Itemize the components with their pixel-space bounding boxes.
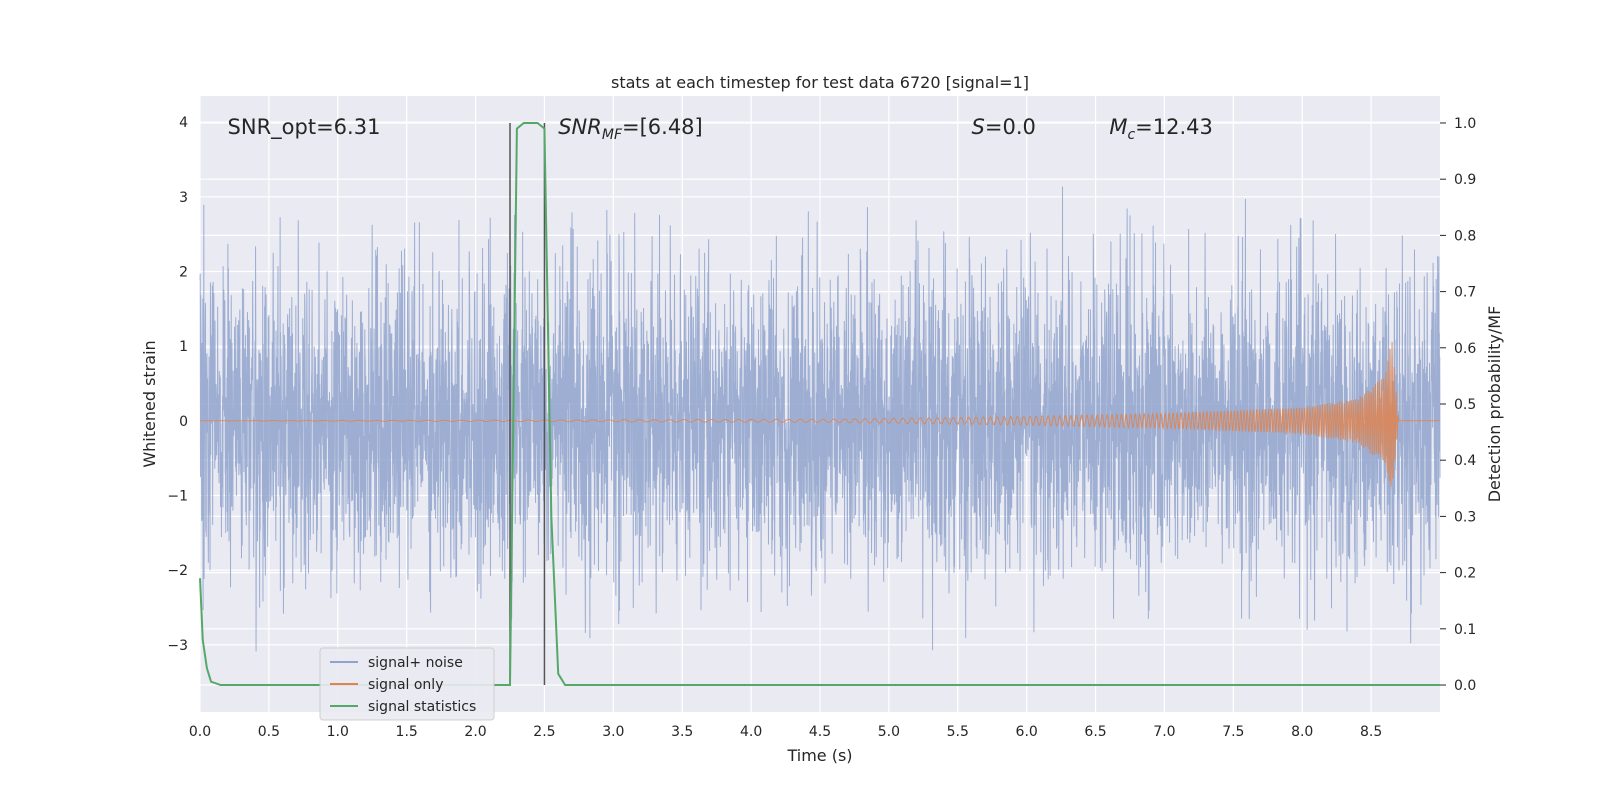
y-tick-label-right-0: 1.0 <box>1454 116 1476 132</box>
x-tick-label-5: 2.5 <box>533 724 555 740</box>
y-tick-label-right-2: 0.8 <box>1454 228 1476 244</box>
y-ticks-right: 1.0 0.9 0.8 0.7 0.6 0.5 0.4 0.3 0.2 0.1 0.0 <box>1440 116 1476 694</box>
y-tick-label-7: −3 <box>167 638 188 654</box>
x-tick-label-0: 0.0 <box>189 724 211 740</box>
x-tick-label-3: 1.5 <box>396 724 418 740</box>
y-tick-label-1: 3 <box>179 190 188 206</box>
y-tick-label-0: 4 <box>179 115 188 131</box>
legend-label-stats: signal statistics <box>368 699 476 715</box>
y-tick-label-right-3: 0.7 <box>1454 285 1476 301</box>
stats-line <box>199 121 1440 687</box>
y-tick-label-right-6: 0.4 <box>1454 453 1476 469</box>
y-tick-label-right-5: 0.5 <box>1454 397 1476 413</box>
y-tick-label-right-1: 0.9 <box>1454 172 1476 188</box>
y-ticks-left: 4 3 2 1 0 −1 −2 −3 <box>167 115 188 654</box>
x-tick-label-4: 2.0 <box>464 724 486 740</box>
y-tick-label-right-4: 0.6 <box>1454 341 1476 357</box>
x-tick-label-10: 5.0 <box>878 724 900 740</box>
y-tick-label-right-7: 0.3 <box>1454 509 1476 525</box>
y-tick-label-2: 2 <box>179 264 188 280</box>
x-tick-label-14: 7.0 <box>1153 724 1175 740</box>
y-tick-label-right-10: 0.0 <box>1454 678 1476 694</box>
y-axis-label-right: Detection probability/MF <box>1485 306 1504 503</box>
x-tick-label-7: 3.5 <box>671 724 693 740</box>
x-tick-label-6: 3.0 <box>602 724 624 740</box>
vertical-lines <box>509 122 546 686</box>
annotation-2: S=0.0 <box>972 115 1036 139</box>
x-tick-label-1: 0.5 <box>258 724 280 740</box>
annotation-0: SNR_opt=6.31 <box>228 115 381 140</box>
series-signal-only <box>200 341 1440 488</box>
x-ticks: 0.0 0.5 1.0 1.5 2.0 2.5 3.0 3.5 4.0 4.5 5.0 5.5 6.0 6… <box>189 724 1382 740</box>
x-tick-label-12: 6.0 <box>1016 724 1038 740</box>
annotation-1: SNRMF=[6.48] <box>558 115 703 143</box>
x-tick-label-15: 7.5 <box>1222 724 1244 740</box>
legend-label-noise: signal+ noise <box>368 655 463 671</box>
noise-line <box>199 186 1441 652</box>
x-tick-label-17: 8.5 <box>1360 724 1382 740</box>
annotations: SNR_opt=6.31 SNRMF=[6.48] S=0.0 Mc=12.43 <box>228 115 1213 143</box>
series-signal-statistics <box>199 121 1440 687</box>
signal-line <box>200 341 1440 488</box>
x-tick-label-16: 8.0 <box>1291 724 1313 740</box>
annotation-3: Mc=12.43 <box>1109 115 1213 143</box>
y-tick-label-5: −1 <box>167 488 188 504</box>
y-tick-label-right-8: 0.2 <box>1454 566 1476 582</box>
chart-title: stats at each timestep for test data 672… <box>611 73 1029 92</box>
x-tick-label-11: 5.5 <box>947 724 969 740</box>
y-tick-label-4: 0 <box>179 414 188 430</box>
y-tick-label-right-9: 0.1 <box>1454 622 1476 638</box>
legend-box <box>319 647 495 721</box>
x-tick-label-13: 6.5 <box>1084 724 1106 740</box>
legend: signal+ noise signal only signal statist… <box>319 647 495 721</box>
x-tick-label-8: 4.0 <box>740 724 762 740</box>
x-axis-label: Time (s) <box>786 746 852 765</box>
series-signal-noise <box>199 186 1441 652</box>
x-tick-label-2: 1.0 <box>327 724 349 740</box>
x-tick-label-9: 4.5 <box>809 724 831 740</box>
y-tick-label-6: −2 <box>167 563 188 579</box>
legend-label-signal: signal only <box>368 677 443 693</box>
y-axis-label: Whitened strain <box>140 340 159 467</box>
y-tick-label-3: 1 <box>179 339 188 355</box>
